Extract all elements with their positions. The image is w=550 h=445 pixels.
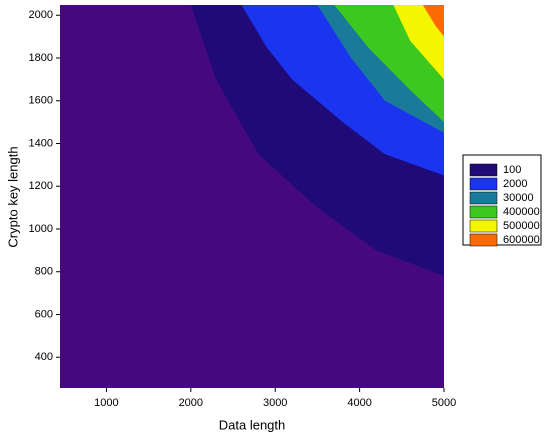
legend-label: 2000 xyxy=(503,178,527,190)
y-tick-label: 1600 xyxy=(29,95,53,107)
legend-label: 400000 xyxy=(503,206,540,218)
x-tick-label: 3000 xyxy=(263,397,287,409)
y-axis-title: Crypto key length xyxy=(5,146,20,247)
legend-swatch xyxy=(469,163,498,177)
legend-swatch xyxy=(469,219,498,233)
legend-label: 500000 xyxy=(503,220,540,232)
legend-swatch xyxy=(469,191,498,205)
y-tick-label: 400 xyxy=(35,351,53,363)
legend-label: 100 xyxy=(503,164,521,176)
x-tick-label: 4000 xyxy=(347,397,371,409)
y-tick-label: 1000 xyxy=(29,223,53,235)
y-tick-label: 800 xyxy=(35,266,53,278)
x-tick-label: 2000 xyxy=(179,397,203,409)
contour-region xyxy=(422,5,444,37)
y-tick-label: 1400 xyxy=(29,137,53,149)
legend-swatch xyxy=(469,177,498,191)
contour-layer xyxy=(190,5,444,277)
y-tick-label: 1200 xyxy=(29,180,53,192)
x-tick-label: 5000 xyxy=(432,397,456,409)
y-tick-label: 600 xyxy=(35,308,53,320)
x-tick-label: 1000 xyxy=(94,397,118,409)
y-tick-label: 1800 xyxy=(29,52,53,64)
contour-region xyxy=(393,5,444,80)
x-axis-title: Data length xyxy=(219,417,286,432)
legend-label: 600000 xyxy=(503,234,540,246)
legend-swatch xyxy=(469,233,498,247)
legend-label: 30000 xyxy=(503,192,534,204)
y-tick-label: 2000 xyxy=(29,9,53,21)
legend-swatch xyxy=(469,205,498,219)
